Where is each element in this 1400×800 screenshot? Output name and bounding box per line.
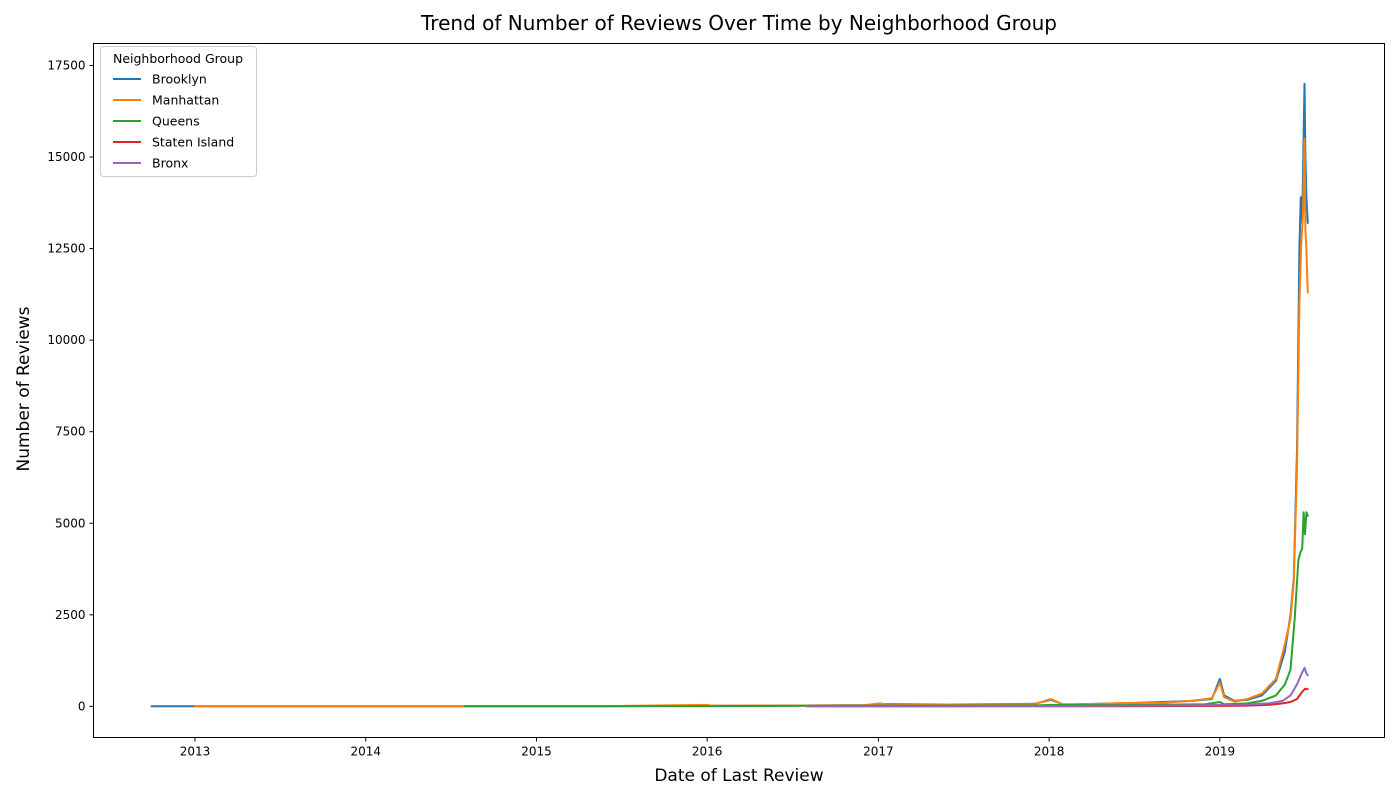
series-line-bronx — [805, 666, 1309, 708]
legend-label-manhattan: Manhattan — [152, 93, 219, 108]
legend: Neighborhood Group Brooklyn Manhattan Quee… — [100, 46, 257, 177]
x-axis: 2013 2014 2015 2016 2017 2018 2019 — [180, 737, 1236, 759]
y-tick-label-7500: 7500 — [55, 425, 86, 439]
legend-items: Brooklyn Manhattan Queens Staten Island Bron… — [113, 72, 234, 171]
x-tick-label-2018: 2018 — [1034, 745, 1065, 759]
x-tick-label-2017: 2017 — [863, 745, 894, 759]
legend-label-bronx: Bronx — [152, 156, 188, 171]
legend-title: Neighborhood Group — [113, 51, 243, 66]
legend-label-staten-island: Staten Island — [152, 135, 234, 150]
y-axis: 0 2500 5000 7500 10000 12500 15000 17500 — [47, 58, 94, 713]
series-layer — [150, 82, 1309, 708]
y-tick-label-2500: 2500 — [55, 608, 86, 622]
y-tick-label-10000: 10000 — [47, 333, 85, 347]
y-tick-label-5000: 5000 — [55, 516, 86, 530]
y-tick-label-0: 0 — [78, 699, 86, 713]
x-tick-label-2014: 2014 — [350, 745, 381, 759]
x-tick-label-2019: 2019 — [1205, 745, 1236, 759]
x-tick-label-2013: 2013 — [180, 745, 211, 759]
x-tick-label-2016: 2016 — [692, 745, 723, 759]
x-tick-label-2015: 2015 — [521, 745, 552, 759]
y-tick-label-12500: 12500 — [47, 242, 85, 256]
legend-label-queens: Queens — [152, 114, 200, 129]
legend-label-brooklyn: Brooklyn — [152, 72, 207, 87]
chart-title: Trend of Number of Reviews Over Time by … — [420, 11, 1057, 35]
x-axis-label: Date of Last Review — [654, 766, 823, 786]
y-tick-label-17500: 17500 — [47, 58, 85, 72]
y-tick-label-15000: 15000 — [47, 150, 85, 164]
y-axis-label: Number of Reviews — [14, 306, 34, 471]
plot-frame — [93, 43, 1385, 738]
